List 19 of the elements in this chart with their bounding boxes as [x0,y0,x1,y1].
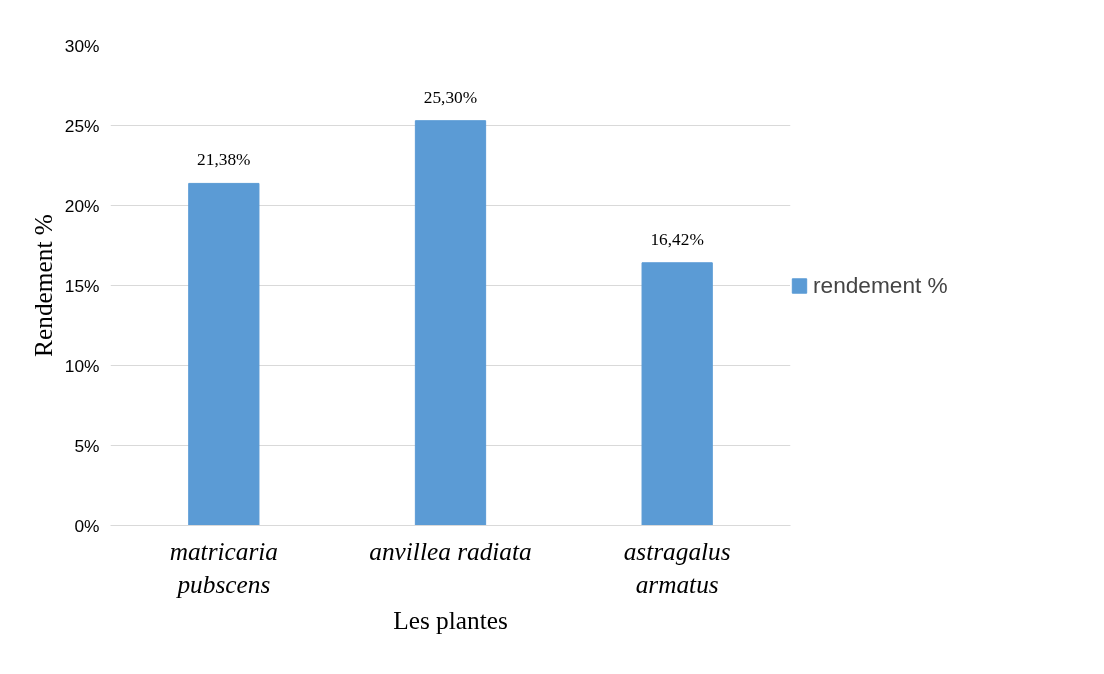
bar [188,182,260,526]
x-tick-label: astragalus armatus [623,536,731,599]
legend-label: rendement % [813,271,948,299]
y-tick-label: 10% [64,355,100,376]
y-tick-label: 30% [64,35,100,56]
x-axis-title: Les plantes [393,606,508,635]
y-tick-label: 0% [74,515,100,536]
data-label: 21,38% [197,150,251,170]
y-tick-label: 5% [74,435,100,456]
y-tick-label: 15% [64,275,100,296]
x-tick-label: matricaria pubscens [169,536,279,599]
bar [641,262,713,526]
data-label: 16,42% [650,229,704,249]
bar [414,120,487,526]
x-tick-label: anvillea radiata [369,536,532,565]
y-tick-label: 20% [64,195,100,216]
data-label: 25,30% [423,87,478,107]
y-axis-title: Rendement % [28,214,57,357]
y-tick-label: 25% [64,115,100,136]
